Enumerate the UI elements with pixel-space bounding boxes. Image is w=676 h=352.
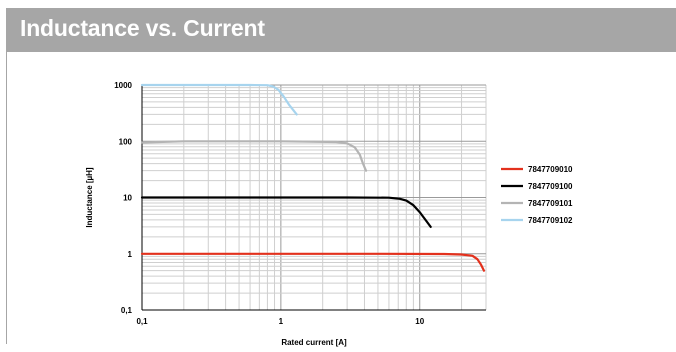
y-tick-label: 100 [119,137,133,146]
legend-label: 7847709010 [528,165,573,174]
chart-title: Inductance vs. Current [20,15,265,41]
x-tick-label: 1 [279,317,284,326]
series-line-7847709102 [140,83,298,116]
series-line-7847709101 [140,140,368,172]
y-tick-label: 10 [123,194,132,203]
y-tick-label: 1 [128,250,133,259]
y-tick-label: 0,1 [121,306,133,315]
legend-label: 7847709100 [528,182,573,191]
x-tick-label: 0,1 [136,317,148,326]
chart-frame: Inductance vs. Current 0,1 1 10 100 1000 0,1 1… [6,8,676,347]
chart-area: 0,1 1 10 100 1000 0,1 1 10 Rated current [A] In… [7,52,676,352]
legend-label: 7847709101 [528,199,573,208]
x-axis-title: Rated current [A] [281,338,347,347]
legend: 7847709010 7847709100 7847709101 7847709102 [501,165,573,225]
series-layer [140,83,486,272]
y-axis-title: Inductance [µH] [85,167,94,228]
legend-label: 7847709102 [528,216,573,225]
left-border-rule [6,52,7,344]
series-line-7847709010 [140,252,486,272]
inductance-current-chart: 0,1 1 10 100 1000 0,1 1 10 Rated current [A] In… [85,81,573,347]
y-tick-label: 1000 [114,81,132,90]
tick-label-layer: 0,1 1 10 100 1000 0,1 1 10 [114,81,425,326]
x-tick-label: 10 [415,317,424,326]
series-line-7847709100 [140,196,432,228]
title-bar: Inductance vs. Current [6,8,676,52]
